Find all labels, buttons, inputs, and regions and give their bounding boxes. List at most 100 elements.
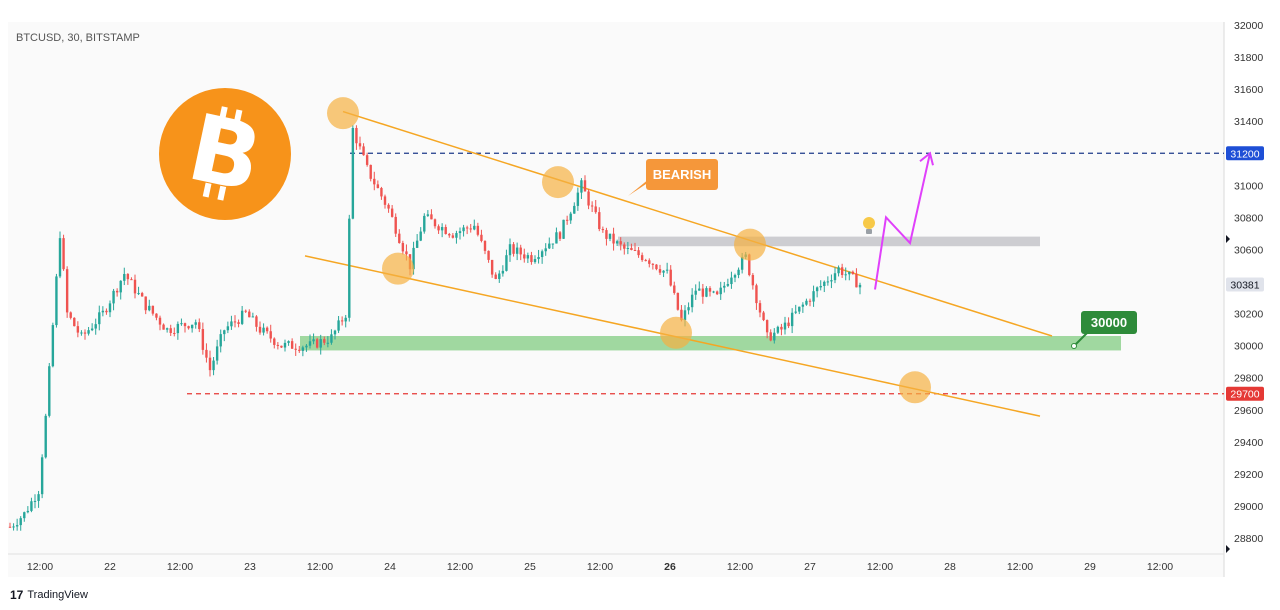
y-tick-label: 30000 bbox=[1234, 341, 1263, 353]
candle-body bbox=[548, 243, 551, 249]
candle-body bbox=[694, 290, 697, 295]
candle-body bbox=[858, 284, 862, 288]
candle-body bbox=[612, 233, 615, 244]
candle-body bbox=[176, 323, 180, 334]
y-tick-label: 31600 bbox=[1234, 84, 1263, 96]
candle-body bbox=[758, 303, 762, 313]
candle-body bbox=[690, 294, 694, 308]
candle-body bbox=[533, 259, 537, 263]
x-tick-label: 29 bbox=[1084, 561, 1096, 573]
bearish-note[interactable]: BEARISH bbox=[628, 159, 718, 196]
candle-body bbox=[19, 518, 22, 526]
candle-body bbox=[680, 309, 683, 321]
y-tick-label: 29800 bbox=[1234, 373, 1263, 385]
candle-body bbox=[462, 227, 465, 232]
candle-body bbox=[294, 348, 297, 350]
level-30000-note[interactable]: 30000 bbox=[1071, 311, 1138, 349]
support-zone bbox=[300, 336, 1121, 351]
candle-body bbox=[469, 228, 472, 230]
y-tick-label: 31400 bbox=[1234, 116, 1263, 128]
candle-body bbox=[819, 285, 822, 288]
y-tick-label: 29200 bbox=[1234, 469, 1263, 481]
candle-body bbox=[55, 276, 58, 326]
candle-body bbox=[755, 285, 758, 304]
candle-body bbox=[287, 341, 290, 343]
price-tags: 31200 30381 29700 bbox=[1226, 146, 1264, 401]
candle-body bbox=[98, 312, 101, 325]
candle-body bbox=[373, 178, 376, 185]
channel-upper-line bbox=[342, 110, 1053, 337]
candle-body bbox=[130, 279, 133, 281]
candle-body bbox=[298, 349, 301, 351]
candle-body bbox=[640, 255, 644, 261]
candle-body bbox=[358, 143, 362, 147]
candle-body bbox=[73, 317, 76, 327]
candle-body bbox=[90, 328, 94, 331]
candle-body bbox=[701, 288, 705, 297]
y-tick-label: 28800 bbox=[1234, 533, 1263, 545]
projection-path bbox=[874, 151, 934, 290]
candle-body bbox=[848, 271, 851, 275]
x-tick-label: 12:00 bbox=[727, 561, 753, 573]
candle-body bbox=[155, 313, 158, 318]
candle-body bbox=[315, 339, 319, 348]
support-zone-band bbox=[300, 336, 1121, 351]
candle-body bbox=[198, 322, 201, 330]
candle-body bbox=[565, 219, 569, 221]
candle-body bbox=[273, 338, 276, 345]
candle-body bbox=[805, 300, 808, 305]
candle-body bbox=[305, 345, 308, 348]
price-tag-30381: 30381 bbox=[1230, 280, 1259, 292]
candle-body bbox=[576, 192, 580, 206]
x-tick-label: 25 bbox=[524, 561, 536, 573]
candle-body bbox=[108, 303, 112, 313]
touch-point-marker bbox=[734, 228, 766, 261]
candle-body bbox=[51, 325, 55, 367]
candle-body bbox=[837, 267, 840, 274]
candle-body bbox=[223, 330, 226, 335]
candle-body bbox=[490, 259, 494, 275]
candle-body bbox=[437, 226, 440, 231]
candle-body bbox=[37, 494, 40, 501]
candle-body bbox=[615, 241, 619, 244]
candle-body bbox=[237, 322, 240, 324]
candle-body bbox=[715, 291, 719, 295]
candle-body bbox=[573, 205, 576, 214]
candle-body bbox=[258, 326, 262, 333]
candle-body bbox=[673, 285, 676, 293]
candle-body bbox=[194, 322, 197, 325]
projection-line bbox=[874, 153, 931, 290]
candle-body bbox=[633, 250, 637, 252]
candle-body bbox=[280, 345, 283, 348]
candle-body bbox=[30, 501, 33, 511]
candle-body bbox=[412, 247, 415, 270]
resistance-zone bbox=[618, 236, 1040, 247]
price-tag-29700: 29700 bbox=[1230, 389, 1259, 401]
candle-body bbox=[48, 366, 51, 416]
x-tick-label: 12:00 bbox=[27, 561, 53, 573]
candle-body bbox=[330, 334, 333, 343]
candle-body bbox=[623, 244, 626, 249]
candle-body bbox=[208, 357, 212, 371]
candle-body bbox=[651, 263, 655, 265]
candle-body bbox=[451, 235, 455, 238]
candle-body bbox=[440, 227, 444, 231]
candle-body bbox=[226, 326, 230, 331]
tradingview-logo-icon: 17 bbox=[10, 588, 24, 602]
candle-body bbox=[405, 251, 408, 255]
x-tick-label: 12:00 bbox=[587, 561, 613, 573]
brand-name: TradingView bbox=[27, 589, 88, 601]
candle-body bbox=[855, 273, 858, 288]
candle-body bbox=[644, 260, 647, 262]
candle-body bbox=[676, 292, 680, 310]
y-tick-label: 32000 bbox=[1234, 20, 1263, 32]
price-tag-29700-bg bbox=[1226, 386, 1264, 401]
candle-body bbox=[183, 323, 187, 327]
candle-body bbox=[187, 326, 190, 329]
candle-body bbox=[558, 232, 562, 239]
candle-body bbox=[265, 327, 269, 332]
candle-body bbox=[480, 234, 483, 241]
candle-body bbox=[133, 279, 137, 294]
candle-body bbox=[205, 349, 208, 358]
